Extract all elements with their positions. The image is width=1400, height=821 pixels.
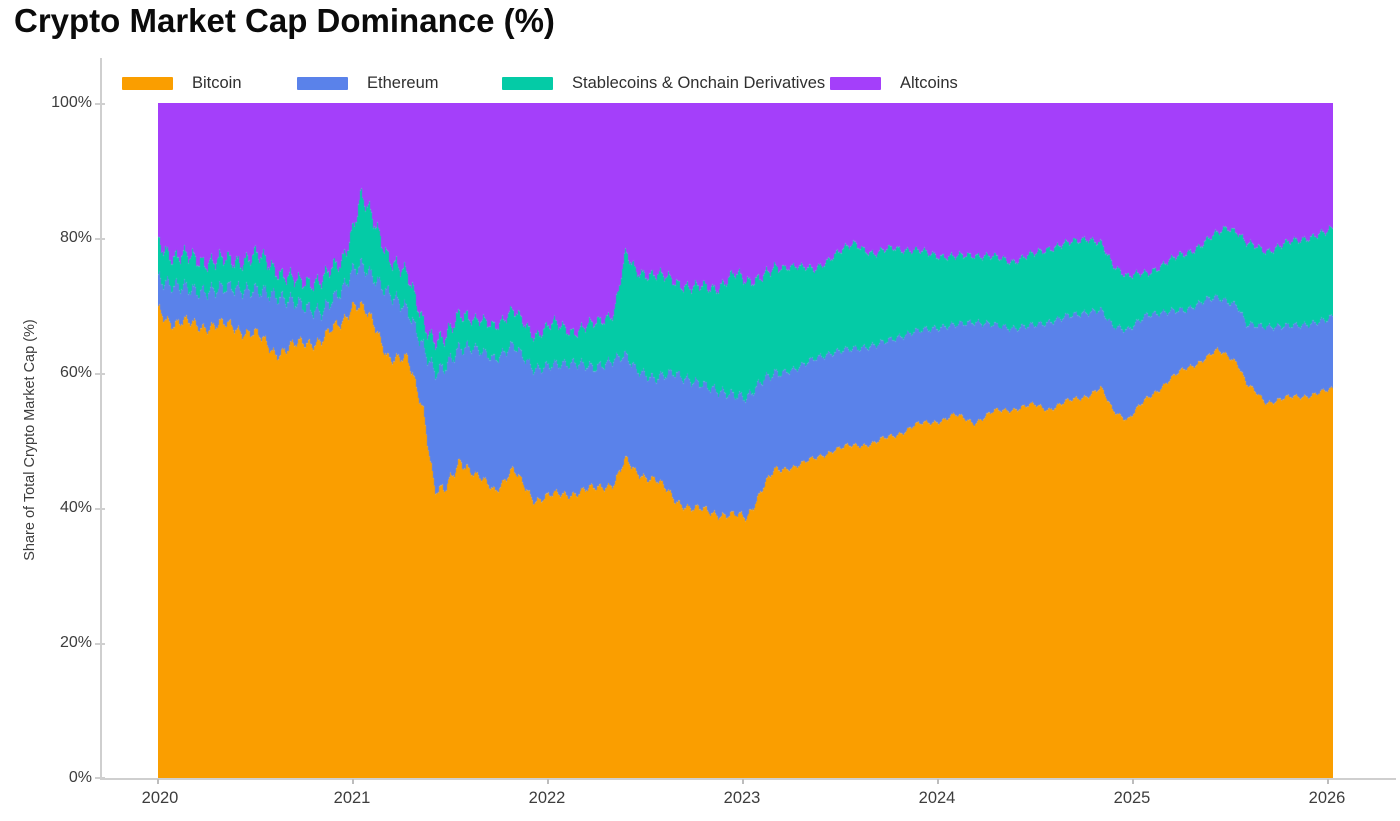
ethereum-swatch-icon <box>297 76 348 90</box>
y-tick-80 <box>95 238 105 240</box>
x-tick-2021 <box>352 779 354 784</box>
legend-item-stablecoins: Stablecoins & Onchain Derivatives <box>502 70 825 96</box>
y-tick-60 <box>95 373 105 375</box>
x-tick-label-2024: 2024 <box>918 789 956 807</box>
legend-item-altcoins: Altcoins <box>830 70 958 96</box>
y-axis-line <box>100 58 102 779</box>
legend-item-ethereum: Ethereum <box>297 70 439 96</box>
x-tick-label-2020: 2020 <box>141 789 179 807</box>
legend-label-ethereum: Ethereum <box>367 73 439 92</box>
stablecoins-swatch-icon <box>502 76 553 90</box>
legend-label-bitcoin: Bitcoin <box>192 73 242 92</box>
x-tick-2023 <box>742 779 744 784</box>
y-tick-100 <box>95 103 105 105</box>
legend-label-stablecoins: Stablecoins & Onchain Derivatives <box>572 73 826 92</box>
page-title: Crypto Market Cap Dominance (%) <box>14 2 555 39</box>
y-tick-label-60: 60% <box>59 364 92 381</box>
x-tick-label-2021: 2021 <box>333 789 371 807</box>
y-tick-20 <box>95 643 105 645</box>
bitcoin-swatch-icon <box>122 76 173 90</box>
altcoins-swatch-icon <box>830 76 881 90</box>
x-tick-label-2026: 2026 <box>1308 789 1346 807</box>
y-tick-label-80: 80% <box>59 229 92 246</box>
x-tick-2026 <box>1327 779 1329 784</box>
x-tick-label-2025: 2025 <box>1113 789 1151 807</box>
y-tick-label-0: 0% <box>68 769 92 786</box>
legend-label-altcoins: Altcoins <box>900 73 958 92</box>
x-tick-2024 <box>937 779 939 784</box>
x-axis-line <box>100 778 1396 780</box>
y-tick-40 <box>95 508 105 510</box>
x-tick-2025 <box>1132 779 1134 784</box>
x-tick-2022 <box>547 779 549 784</box>
x-tick-label-2022: 2022 <box>528 789 566 807</box>
y-tick-0 <box>95 777 105 779</box>
x-tick-2020 <box>157 779 159 784</box>
y-axis-title: Share of Total Crypto Market Cap (%) <box>22 319 38 561</box>
legend-item-bitcoin: Bitcoin <box>122 70 242 96</box>
x-tick-label-2023: 2023 <box>723 789 761 807</box>
y-tick-label-20: 20% <box>59 634 92 651</box>
y-tick-label-40: 40% <box>59 499 92 516</box>
y-tick-label-100: 100% <box>51 94 92 111</box>
dominance-area-canvas <box>158 103 1333 778</box>
